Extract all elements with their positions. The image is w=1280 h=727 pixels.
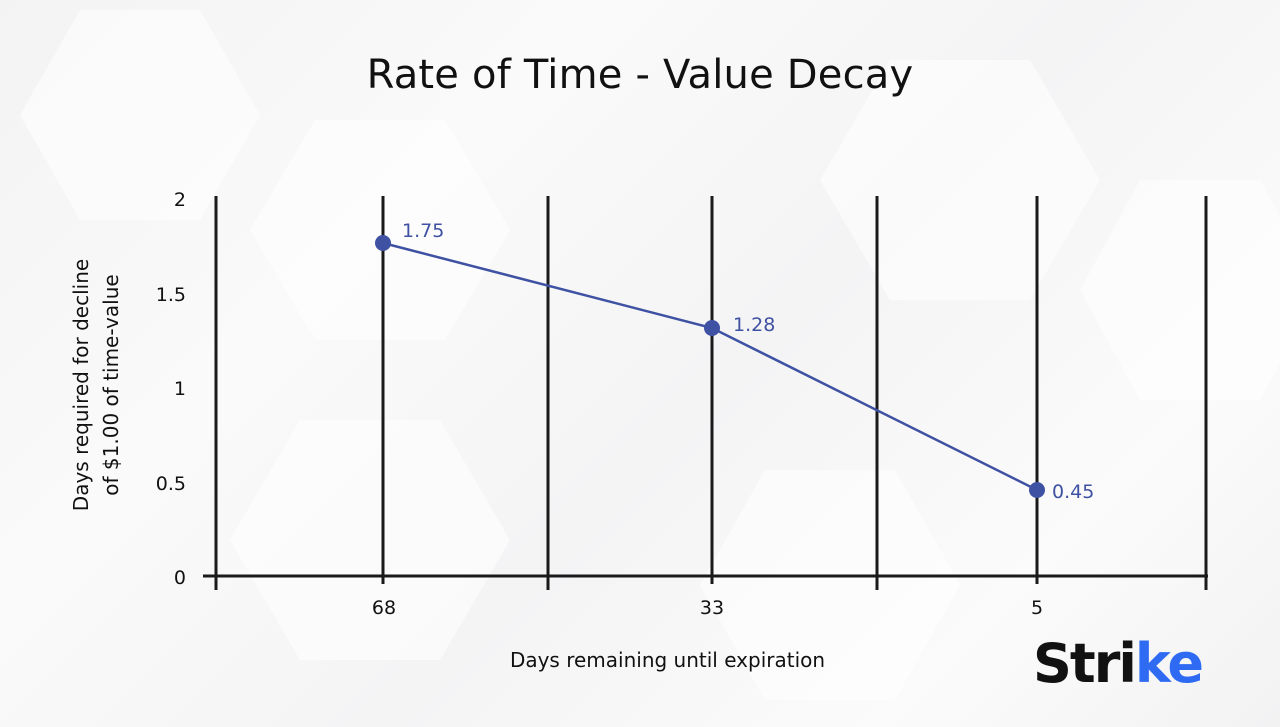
chart-title: Rate of Time - Value Decay [366,52,914,98]
y-tick-labels: 2 1.5 1 0.5 0 [156,189,186,589]
data-point[interactable] [704,320,720,336]
series-line [382,241,1038,492]
data-point[interactable] [375,235,391,251]
x-axis-label: Days remaining until expiration [509,648,826,672]
data-labels: 1.75 1.28 0.45 [402,220,1094,503]
data-label: 1.75 [402,220,444,242]
x-tick-label: 5 [1031,597,1043,619]
logo-text: Stri [1033,632,1137,695]
y-tick-label: 0 [174,567,186,589]
background-hexagon [250,120,510,340]
data-label: 0.45 [1052,481,1094,503]
grid-lines [214,196,1208,590]
x-tick-labels: 68 33 5 [372,597,1043,619]
y-tick-label: 2 [174,189,186,211]
data-point[interactable] [1029,482,1045,498]
logo-accent-text: ke [1134,632,1204,695]
y-tick-label: 1 [174,378,186,400]
y-tick-label: 0.5 [156,473,186,495]
y-tick-label: 1.5 [156,284,186,306]
x-tick-label: 68 [372,597,396,619]
x-tick-label: 33 [700,597,724,619]
background-hexagon [20,10,260,220]
strike-logo: Strike [1033,632,1204,695]
data-label: 1.28 [733,314,775,336]
data-points [375,235,1045,498]
